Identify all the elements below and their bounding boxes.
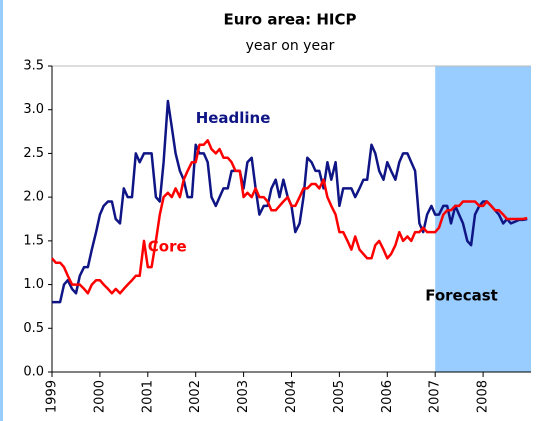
chart-title: Euro area: HICP [223, 11, 356, 29]
chart-subtitle: year on year [246, 38, 335, 54]
x-tick-label: 2007 [428, 380, 443, 413]
y-tick-label: 3.0 [23, 102, 44, 117]
series-label: Headline [196, 109, 271, 127]
x-tick-label: 2000 [92, 380, 107, 413]
y-tick-label: 0.0 [23, 365, 44, 380]
page-border [0, 0, 3, 421]
x-tick-label: 2004 [284, 380, 299, 413]
y-tick-label: 3.5 [23, 59, 44, 74]
x-tick-label: 2001 [140, 380, 155, 413]
y-tick-label: 0.5 [23, 321, 44, 336]
series-label: Core [148, 237, 187, 255]
x-tick-label: 2008 [476, 380, 491, 413]
x-tick-label: 2005 [332, 380, 347, 413]
y-tick-label: 1.0 [23, 277, 44, 292]
y-tick-label: 1.5 [23, 233, 44, 248]
forecast-label: Forecast [425, 286, 498, 304]
series-line [51, 139, 528, 295]
x-tick-label: 2006 [380, 380, 395, 413]
y-tick-label: 2.0 [23, 190, 44, 205]
x-tick-label: 2002 [188, 380, 203, 413]
y-tick-label: 2.5 [23, 146, 44, 161]
x-tick-label: 2003 [236, 380, 251, 413]
x-tick-label: 1999 [45, 380, 60, 413]
